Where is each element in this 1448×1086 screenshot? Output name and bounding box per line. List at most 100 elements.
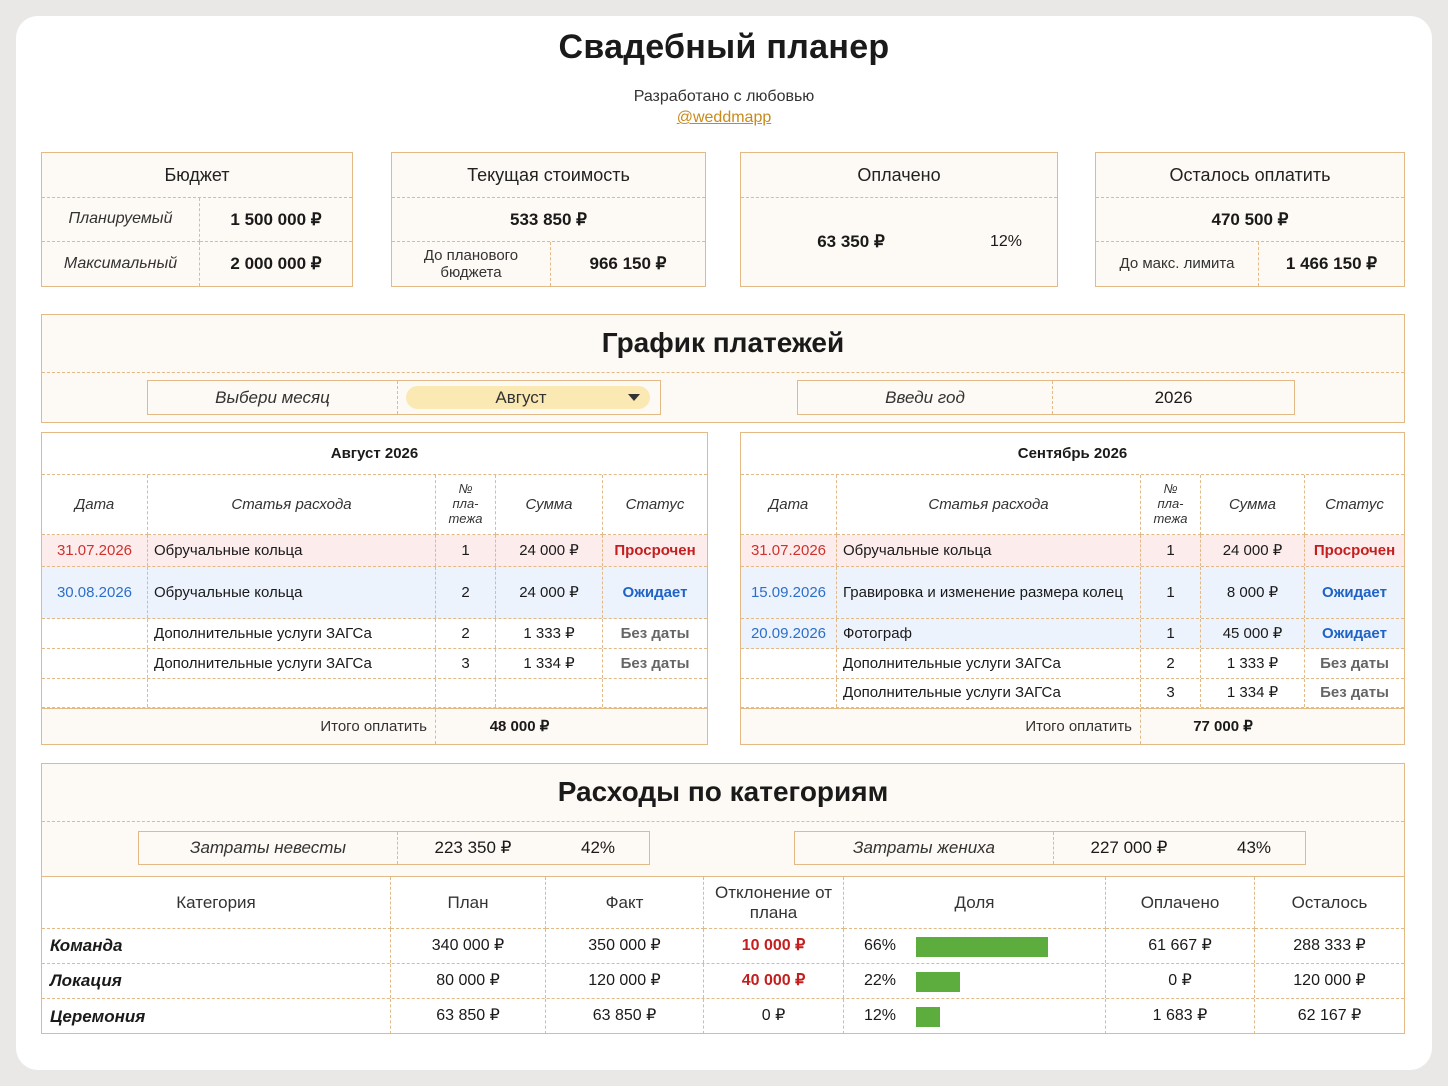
cat-header-plan: План bbox=[391, 877, 546, 929]
groom-label: Затраты жениха bbox=[795, 832, 1054, 864]
row-num: 2 bbox=[436, 619, 496, 648]
budget-box: Бюджет Планируемый 1 500 000 ₽ Максималь… bbox=[41, 152, 353, 287]
row-status: Без даты bbox=[620, 654, 690, 672]
planned-value: 1 500 000 ₽ bbox=[200, 198, 352, 242]
year-value[interactable]: 2026 bbox=[1154, 387, 1193, 407]
row-item bbox=[148, 679, 436, 707]
total-label: Итого оплатить bbox=[741, 709, 1141, 744]
august-table: Август 2026 Дата Статья расхода № пла-тежа С… bbox=[41, 432, 708, 745]
row-item: Гравировка и изменение размера колец bbox=[837, 567, 1141, 618]
row-date bbox=[741, 679, 837, 707]
row-sum bbox=[496, 679, 603, 707]
row-date: 31.07.2026 bbox=[42, 535, 148, 566]
row-date: 30.08.2026 bbox=[42, 567, 148, 618]
table-row: Команда 340 000 ₽350 000 ₽10 000 ₽ 66% 61 6… bbox=[42, 929, 1404, 964]
share-bar bbox=[916, 971, 960, 992]
paid-title: Оплачено bbox=[741, 153, 1057, 198]
remaining-title: Осталось оплатить bbox=[1096, 153, 1404, 198]
table-header-status: Статус bbox=[1305, 475, 1404, 535]
cat-cat: Церемония bbox=[42, 999, 391, 1034]
row-sum: 24 000 ₽ bbox=[1201, 535, 1305, 566]
max-value: 2 000 000 ₽ bbox=[230, 254, 322, 274]
share-percent: 66% bbox=[864, 936, 897, 954]
cat-header-left: Осталось bbox=[1255, 877, 1404, 929]
month-select[interactable]: Август bbox=[406, 386, 650, 409]
groom-costs: Затраты жениха 227 000 ₽ 43% bbox=[794, 831, 1306, 865]
row-status: Ожидает bbox=[1322, 583, 1387, 601]
current-cost-box: Текущая стоимость 533 850 ₽ До планового… bbox=[391, 152, 706, 287]
table-row[interactable]: 31.07.2026 Обручальные кольца 1 24 000 ₽ Про… bbox=[42, 535, 707, 567]
categories-table: Категория План Факт Отклонение от плана Доля… bbox=[42, 876, 1404, 1034]
row-num: 1 bbox=[1141, 567, 1201, 618]
row-date: 20.09.2026 bbox=[741, 619, 837, 648]
subtitle: Разработано с любовью bbox=[633, 88, 815, 105]
to-plan-label: До планового бюджета bbox=[392, 242, 551, 286]
paid-box: Оплачено 63 350 ₽ 12% bbox=[740, 152, 1058, 287]
row-item: Обручальные кольца bbox=[148, 535, 436, 566]
row-status: Без даты bbox=[620, 624, 690, 642]
categories-title: Расходы по категориям bbox=[42, 764, 1404, 822]
row-sum: 1 334 ₽ bbox=[1201, 679, 1305, 707]
cat-dev: 0 ₽ bbox=[704, 999, 844, 1034]
total-value: 77 000 ₽ bbox=[1193, 717, 1253, 735]
schedule-header: График платежей Выбери месяц Август Введ… bbox=[41, 314, 1405, 423]
bride-value: 223 350 ₽ bbox=[434, 838, 512, 858]
chevron-down-icon[interactable] bbox=[628, 394, 640, 401]
total-value: 48 000 ₽ bbox=[489, 717, 550, 735]
cat-left: 62 167 ₽ bbox=[1297, 1007, 1362, 1025]
row-num: 2 bbox=[436, 567, 496, 618]
table-header-item: Статья расхода bbox=[837, 475, 1141, 535]
cat-header-dev: Отклонение от плана bbox=[704, 877, 844, 929]
year-label: Введи год bbox=[798, 381, 1053, 414]
cat-paid: 61 667 ₽ bbox=[1106, 929, 1255, 963]
month-table-title: Сентябрь 2026 bbox=[741, 433, 1404, 475]
table-row[interactable]: Дополнительные услуги ЗАГСа 2 1 333 ₽ Без д… bbox=[741, 649, 1404, 679]
table-row[interactable] bbox=[42, 679, 707, 708]
share-percent: 22% bbox=[864, 971, 897, 989]
row-status: Ожидает bbox=[1322, 624, 1387, 642]
to-plan-value: 966 150 ₽ bbox=[589, 254, 667, 274]
table-row[interactable]: Дополнительные услуги ЗАГСа 2 1 333 ₽ Без д… bbox=[42, 619, 707, 649]
row-num: 3 bbox=[436, 649, 496, 678]
year-input: Введи год 2026 bbox=[797, 380, 1295, 415]
share-percent: 12% bbox=[864, 1007, 897, 1025]
row-sum: 8 000 ₽ bbox=[1201, 567, 1305, 618]
month-table-title: Август 2026 bbox=[42, 433, 707, 475]
row-sum: 45 000 ₽ bbox=[1201, 619, 1305, 648]
row-num bbox=[436, 679, 496, 707]
page-title: Свадебный планер bbox=[558, 28, 890, 66]
row-status: Просрочен bbox=[614, 541, 696, 559]
current-value: 533 850 ₽ bbox=[392, 198, 705, 242]
month-picker: Выбери месяц Август bbox=[147, 380, 661, 415]
remaining-value: 470 500 ₽ bbox=[1096, 198, 1404, 242]
share-bar bbox=[916, 936, 1048, 957]
cat-fact: 120 000 ₽ bbox=[546, 964, 704, 998]
cat-left: 120 000 ₽ bbox=[1293, 971, 1366, 989]
table-row: Локация 80 000 ₽120 000 ₽40 000 ₽22% 0 ₽12… bbox=[42, 964, 1404, 999]
planned-label: Планируемый bbox=[42, 198, 200, 242]
author-link[interactable]: @weddmapp bbox=[676, 109, 772, 126]
row-item: Дополнительные услуги ЗАГСа bbox=[837, 649, 1141, 678]
table-row[interactable]: Дополнительные услуги ЗАГСа 3 1 334 ₽ Без д… bbox=[42, 649, 707, 679]
row-sum: 1 333 ₽ bbox=[1201, 649, 1305, 678]
to-max-value: 1 466 150 ₽ bbox=[1285, 254, 1378, 274]
row-status: Просрочен bbox=[1313, 541, 1396, 559]
share-cell: 66% bbox=[844, 929, 1106, 963]
cat-paid: 1 683 ₽ bbox=[1106, 999, 1255, 1034]
table-row: Церемония 63 850 ₽63 850 ₽0 ₽12% 1 683 ₽62… bbox=[42, 999, 1404, 1034]
row-sum: 24 000 ₽ bbox=[496, 535, 603, 566]
table-header-number: № пла-тежа bbox=[436, 475, 496, 535]
table-header-sum: Сумма bbox=[496, 475, 603, 535]
table-row[interactable]: 30.08.2026 Обручальные кольца 2 24 000 ₽ Ожи… bbox=[42, 567, 707, 619]
row-status bbox=[603, 679, 707, 707]
cat-dev: 10 000 ₽ bbox=[704, 929, 844, 963]
table-row[interactable]: Дополнительные услуги ЗАГСа 3 1 334 ₽ Без д… bbox=[741, 679, 1404, 708]
row-num: 1 bbox=[436, 535, 496, 566]
table-row[interactable]: 20.09.2026 Фотограф 1 45 000 ₽ Ожидает bbox=[741, 619, 1404, 649]
cat-fact: 350 000 ₽ bbox=[546, 929, 704, 963]
table-row[interactable]: 15.09.2026 Гравировка и изменение размера… bbox=[741, 567, 1404, 619]
share-cell: 22% bbox=[844, 964, 1106, 998]
table-row[interactable]: 31.07.2026 Обручальные кольца 1 24 000 ₽ Про… bbox=[741, 535, 1404, 567]
table-header-sum: Сумма bbox=[1201, 475, 1305, 535]
current-title: Текущая стоимость bbox=[392, 153, 705, 198]
